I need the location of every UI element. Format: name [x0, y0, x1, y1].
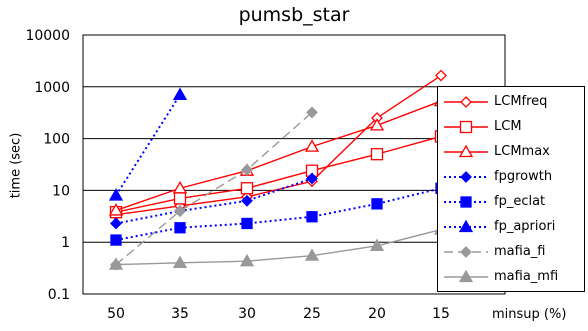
gridlines [83, 86, 505, 243]
legend-marker [460, 196, 472, 208]
data-point [172, 87, 188, 100]
x-tick-label: 35 [171, 306, 189, 322]
data-point [304, 139, 320, 152]
data-point [174, 205, 186, 217]
data-point [172, 180, 188, 194]
chart-title: pumsb_star [238, 4, 350, 26]
x-axis-label: minsup (%) [492, 307, 567, 322]
data-point [108, 257, 124, 270]
legend-label: mafia_fi [494, 244, 546, 259]
legend-swatch [444, 120, 488, 134]
legend-item-lcmfreq: LCMfreq [438, 91, 584, 113]
legend-swatch [444, 96, 488, 108]
legend-label: LCMmax [494, 144, 550, 159]
legend-item-lcmmax: LCMmax [438, 141, 584, 163]
legend-item-fpgrowth: fpgrowth [438, 166, 584, 188]
y-tick-label: 10 [52, 183, 70, 199]
legend-marker [460, 246, 472, 258]
series-line [115, 74, 442, 216]
legend-label: LCMfreq [494, 94, 548, 109]
legend-swatch [444, 246, 488, 258]
series-line [115, 135, 442, 213]
legend-marker [460, 96, 472, 108]
legend-label: mafia_mfi [494, 269, 559, 284]
series-mafia-mfi [108, 222, 449, 270]
legend: LCMfreq LCM LCMmax fpgrowth fp_eclat fp_aprio… [437, 86, 585, 292]
data-point [239, 253, 255, 267]
x-axis-ticks: 50 35 30 25 20 15 [107, 306, 450, 322]
series-group [108, 69, 449, 271]
y-tick-label: 0.1 [48, 287, 70, 303]
legend-swatch [444, 219, 488, 233]
legend-item-fp-apriori: fp_apriori [438, 216, 584, 238]
y-tick-label: 1 [61, 235, 70, 251]
data-point [173, 192, 187, 205]
data-point [369, 238, 385, 252]
data-point [240, 182, 254, 195]
data-point [241, 217, 253, 230]
legend-swatch [444, 171, 488, 183]
data-point [174, 222, 186, 234]
data-point [110, 234, 122, 246]
legend-item-lcm: LCM [438, 116, 584, 138]
data-point [435, 69, 447, 82]
y-axis-label: time (sec) [8, 132, 24, 199]
plot-area [82, 34, 506, 295]
legend-marker [460, 171, 472, 183]
data-point [370, 148, 384, 161]
y-tick-label: 10000 [25, 28, 70, 44]
legend-item-fp-eclat: fp_eclat [438, 191, 584, 213]
legend-swatch [444, 196, 488, 208]
series-line [115, 100, 442, 212]
data-point [110, 217, 122, 230]
x-tick-label: 25 [303, 306, 321, 322]
data-point [306, 172, 318, 185]
x-tick-label: 30 [238, 306, 256, 322]
data-point [108, 203, 124, 216]
data-point [371, 198, 383, 210]
legend-label: fp_apriori [494, 219, 556, 234]
legend-label: fpgrowth [494, 169, 553, 184]
y-tick-label: 100 [43, 132, 70, 148]
x-tick-label: 15 [432, 306, 450, 322]
x-tick-label: 50 [107, 306, 125, 322]
legend-label: LCM [494, 119, 522, 134]
legend-marker [458, 219, 474, 233]
legend-label: fp_eclat [494, 194, 546, 209]
y-tick-label: 1000 [34, 80, 70, 96]
y-axis-ticks: 0.1 1 10 100 1000 10000 [25, 28, 70, 303]
data-point [369, 118, 385, 131]
legend-item-mafia-fi: mafia_fi [438, 241, 584, 263]
legend-swatch [444, 144, 488, 158]
legend-item-mafia-mfi: mafia_mfi [438, 266, 584, 288]
series-fp-apriori [108, 87, 188, 201]
data-point [172, 255, 188, 268]
legend-marker [459, 120, 473, 134]
legend-marker [458, 144, 474, 158]
data-point [241, 194, 253, 207]
series-line [115, 228, 442, 266]
legend-swatch [444, 269, 488, 283]
data-point [306, 211, 318, 223]
data-point [306, 106, 318, 119]
data-point [241, 163, 253, 176]
x-tick-label: 20 [368, 306, 386, 322]
data-point [108, 188, 124, 201]
legend-marker [458, 269, 474, 283]
data-point [304, 248, 320, 261]
